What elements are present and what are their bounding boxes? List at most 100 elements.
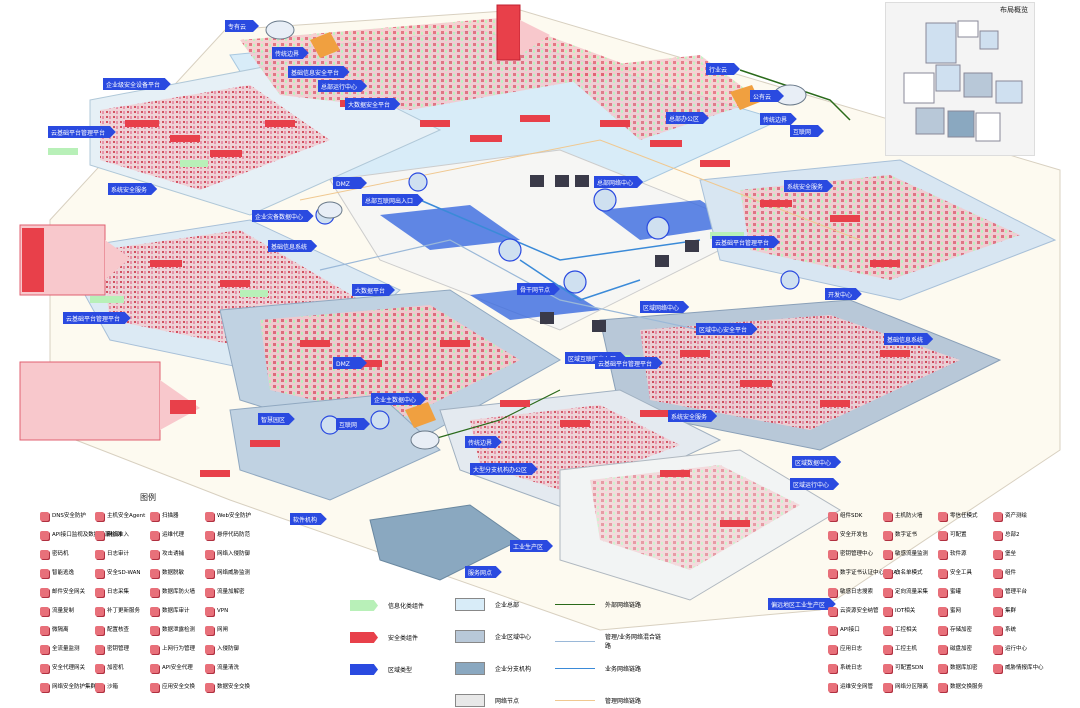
region-label: 互联网 — [336, 418, 370, 430]
region-label-text: 工业生产区 — [513, 543, 543, 551]
region-label: 偏远地区工业生产区 — [768, 598, 836, 610]
legend-item: IOT相关 — [883, 607, 915, 616]
legend-item: 微隔离 — [40, 626, 69, 635]
region-label: 智慧园区 — [258, 413, 295, 425]
legend-item: 网络安全防护集群 — [40, 683, 96, 692]
legend-item: 数字证书 — [883, 531, 917, 540]
callout-top — [496, 4, 521, 61]
link-external2 — [429, 389, 561, 441]
legend-label: 安全SD-WAN — [107, 570, 141, 576]
legend-link-line — [555, 700, 595, 701]
legend-item: 数据库防火墙 — [150, 588, 195, 597]
zone-industrial-block — [590, 465, 800, 570]
region-label: 云基础平台管理平台 — [48, 126, 116, 138]
legend-label: 云资源安全纳管 — [840, 608, 879, 614]
legend-item: 磁盘加密 — [938, 645, 972, 654]
region-label: 总部运行中心 — [318, 80, 368, 92]
legend-swatch-label: 区域类型 — [388, 667, 413, 674]
region-label: 大型分支机构办公区 — [470, 463, 538, 475]
legend-icon — [993, 569, 1002, 578]
region-label: 系统安全服务 — [668, 410, 718, 422]
legend-zone-box — [455, 662, 485, 675]
legend-icon — [993, 664, 1002, 673]
region-label-text: 软件机构 — [293, 516, 317, 524]
legend-icon — [95, 512, 104, 521]
region-label-text: 服务网点 — [468, 569, 492, 577]
legend-link: 业务网络链路 — [555, 664, 641, 673]
legend-swatch-shape — [350, 664, 378, 675]
legend-label: 网络威胁监测 — [217, 570, 251, 576]
legend-label: 系统 — [1005, 627, 1017, 633]
legend-label: 攻击诱捕 — [162, 551, 185, 557]
region-label: 总部网络中心 — [594, 176, 644, 188]
legend-label: 网络分区隔离 — [895, 684, 929, 690]
legend-item: Web安全防护 — [205, 512, 251, 521]
legend-link-line — [555, 640, 595, 642]
legend-label: 工控相关 — [895, 627, 918, 633]
legend-link-label: 管理/业务网络混合链路 — [605, 634, 662, 650]
legend-icon — [828, 531, 837, 540]
legend-icon — [150, 607, 159, 616]
legend-item: 网络分区隔离 — [883, 683, 928, 692]
region-label: 区域数据中心 — [792, 456, 842, 468]
region-label-text: 总部网络中心 — [597, 179, 633, 187]
legend-swatch-label: 信息化类组件 — [388, 603, 425, 610]
link-business1 — [419, 199, 701, 261]
region-label: 基础信息系统 — [884, 333, 934, 345]
region-label: 云基础平台管理平台 — [595, 357, 663, 369]
legend-item: 配置核查 — [95, 626, 129, 635]
region-label: 云基础平台管理平台 — [63, 312, 131, 324]
legend-icon — [205, 626, 214, 635]
link-external — [739, 69, 851, 121]
legend-icon — [938, 683, 947, 692]
legend-label: 可配置SDN — [895, 665, 924, 671]
legend-label: 可配置 — [950, 532, 967, 538]
legend-item: VPN — [205, 607, 228, 616]
legend-icon — [40, 683, 49, 692]
legend-item: 网络入侵防御 — [205, 550, 250, 559]
legend-item: 加密机 — [95, 664, 124, 673]
legend-icon — [938, 588, 947, 597]
legend-label: API安全代理 — [162, 665, 193, 671]
legend-icon — [150, 531, 159, 540]
region-label: 企业灾备数据中心 — [252, 210, 314, 222]
legend-item: 补丁更新服务 — [95, 607, 140, 616]
region-label-text: 企业级安全设备平台 — [106, 81, 160, 89]
legend-title: 图例 — [140, 493, 156, 502]
legend-label: 数字证书 — [895, 532, 918, 538]
region-label: 企业主数据中心 — [371, 393, 427, 405]
legend-label: 系统日志 — [840, 665, 863, 671]
legend-label: 网络安全防护集群 — [52, 684, 97, 690]
legend-label: 流量加解密 — [217, 589, 245, 595]
legend-item: 云资源安全纳管 — [828, 607, 879, 616]
legend-link-label: 管理网络链路 — [605, 698, 642, 705]
legend-icon — [828, 645, 837, 654]
legend-icon — [205, 607, 214, 616]
legend-icon — [40, 645, 49, 654]
legend-item: 数据交换服务 — [938, 683, 983, 692]
legend-icon — [828, 588, 837, 597]
region-label-text: DMZ — [336, 361, 350, 368]
region-label: 传统边界 — [465, 436, 502, 448]
legend-label: 入侵防御 — [217, 646, 240, 652]
legend-label: 应用日志 — [840, 646, 863, 652]
legend-icon — [205, 531, 214, 540]
legend-item: 管理平台 — [993, 588, 1027, 597]
legend-swatch: 安全类组件 — [350, 632, 418, 643]
region-label-text: 行业云 — [709, 66, 727, 74]
legend-label: IOT相关 — [895, 608, 916, 614]
legend-item: 敏感流量监测 — [883, 550, 928, 559]
legend-item: 安全开发包 — [828, 531, 868, 540]
legend-item: 蜜罐 — [938, 588, 961, 597]
overview-minimap — [903, 20, 1023, 142]
legend-icon — [95, 645, 104, 654]
region-label-text: 区域中心安全平台 — [699, 326, 747, 334]
legend-swatch-shape — [350, 632, 378, 643]
legend-label: 流量复制 — [52, 608, 75, 614]
legend-link: 管理/业务网络混合链路 — [555, 632, 665, 650]
region-label-text: 区域互联网出入口 — [568, 355, 616, 363]
region-label-text: 云基础平台管理平台 — [715, 239, 769, 247]
legend-label: 数据库审计 — [162, 608, 190, 614]
legend-label: 数据脱敏 — [162, 570, 185, 576]
legend-label: 白名单模式 — [895, 570, 923, 576]
